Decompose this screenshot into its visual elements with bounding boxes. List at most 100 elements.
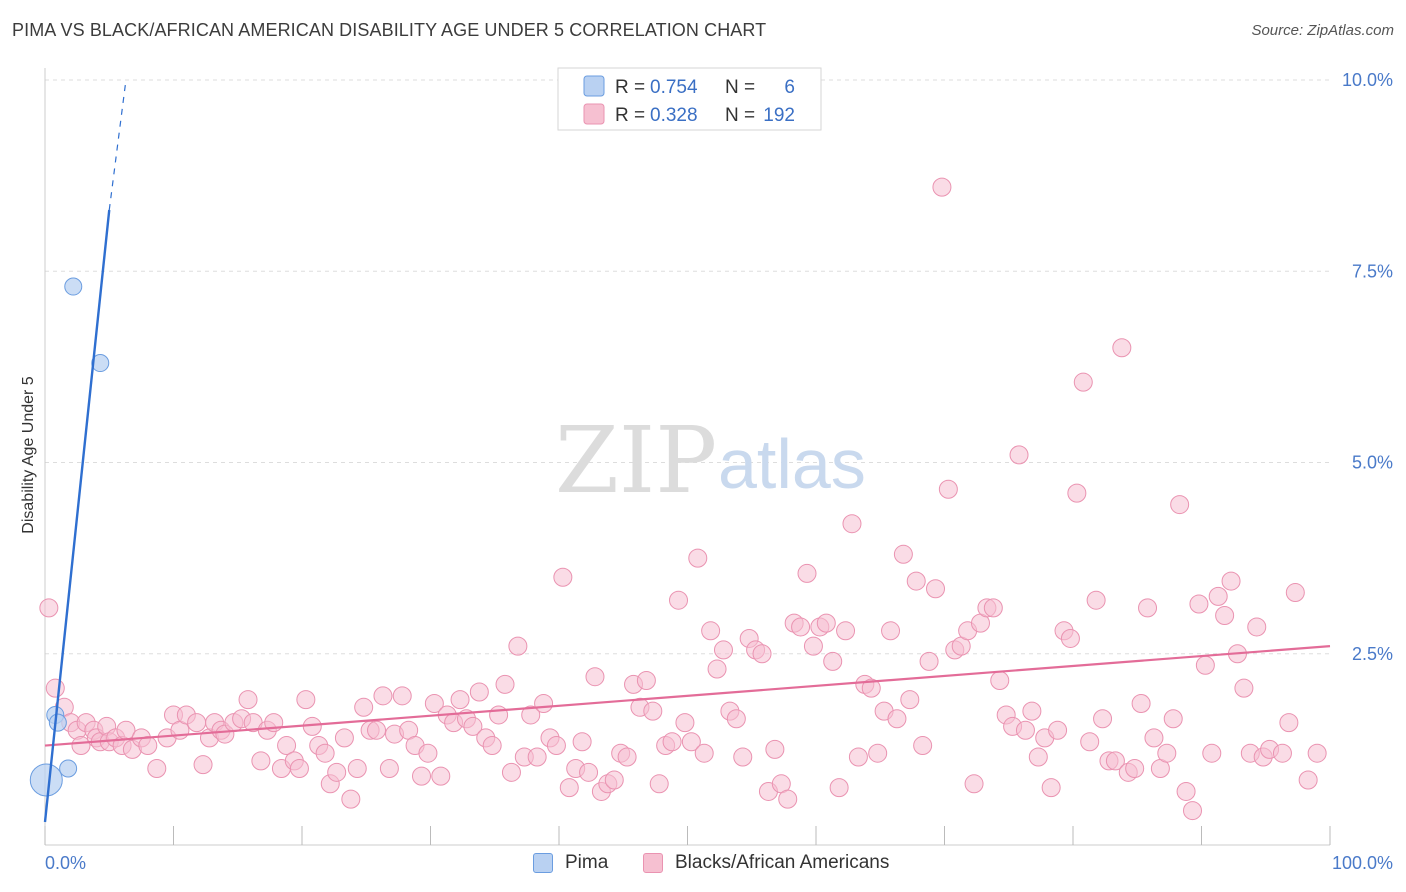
data-point-blacks xyxy=(726,709,746,729)
data-point-blacks xyxy=(836,621,856,641)
x-tick-label-min: 0.0% xyxy=(45,853,86,873)
data-point-blacks xyxy=(1144,728,1164,748)
data-point-blacks xyxy=(842,514,862,534)
data-point-blacks xyxy=(662,732,682,752)
data-point-blacks xyxy=(521,705,541,725)
data-point-blacks xyxy=(1105,751,1125,771)
data-point-blacks xyxy=(39,598,59,618)
data-point-blacks xyxy=(469,682,489,702)
data-point-blacks xyxy=(1163,709,1183,729)
data-point-blacks xyxy=(71,736,91,756)
data-point-blacks xyxy=(367,720,387,740)
data-point-blacks xyxy=(778,789,798,809)
legend-r-value-pima: 0.754 xyxy=(650,77,698,98)
data-point-blacks xyxy=(1215,606,1235,625)
trend-line-pima xyxy=(43,209,111,823)
legend-swatch-pima xyxy=(583,75,605,97)
data-point-blacks xyxy=(354,697,374,717)
data-point-blacks xyxy=(1086,590,1106,610)
data-point-blacks xyxy=(193,755,213,775)
watermark-atlas: atlas xyxy=(718,425,866,503)
data-point-blacks xyxy=(1234,678,1254,698)
data-point-pima xyxy=(64,277,83,296)
data-point-blacks xyxy=(681,732,701,752)
data-point-blacks xyxy=(932,177,952,197)
grid-lines xyxy=(45,79,1330,655)
data-point-blacks xyxy=(906,571,926,591)
data-point-blacks xyxy=(277,736,297,756)
data-point-blacks xyxy=(1298,770,1318,790)
data-point-blacks xyxy=(1112,338,1132,358)
legend-swatch-pima-bottom xyxy=(533,853,553,873)
data-point-blacks xyxy=(797,563,817,583)
legend-r-value-blacks: 0.328 xyxy=(650,105,698,126)
legend-r-label-blacks: R = xyxy=(615,105,645,126)
legend-swatch-blacks xyxy=(583,103,605,125)
watermark: ZIP atlas xyxy=(555,407,866,514)
watermark-zip: ZIP xyxy=(555,407,717,514)
data-point-blacks xyxy=(887,709,907,729)
data-point-blacks xyxy=(848,747,868,767)
data-point-pima xyxy=(29,763,63,797)
data-point-pima xyxy=(48,713,67,732)
data-point-blacks xyxy=(495,674,515,694)
data-point-pima xyxy=(59,759,78,778)
data-point-blacks xyxy=(373,686,393,706)
legend-n-value-blacks: 192 xyxy=(763,105,795,126)
data-point-blacks xyxy=(418,743,438,763)
data-point-blacks xyxy=(1060,628,1080,648)
data-point-blacks xyxy=(1176,781,1196,801)
trend-line-blacks xyxy=(44,645,1331,747)
data-point-blacks xyxy=(791,617,811,637)
data-point-blacks xyxy=(636,671,656,691)
data-point-blacks xyxy=(900,690,920,710)
data-point-blacks xyxy=(327,762,347,782)
data-point-blacks xyxy=(508,636,528,656)
data-point-blacks xyxy=(1189,594,1209,614)
trend-line-pima-extension xyxy=(108,79,127,211)
data-point-blacks xyxy=(1170,495,1190,515)
data-point-blacks xyxy=(861,678,881,698)
data-point-blacks xyxy=(334,728,354,748)
data-point-blacks xyxy=(1307,743,1327,763)
data-point-blacks xyxy=(688,548,708,568)
data-point-blacks xyxy=(1208,586,1228,606)
data-point-blacks xyxy=(964,774,984,794)
data-point-blacks xyxy=(816,613,836,633)
data-point-blacks xyxy=(431,766,451,786)
data-point-blacks xyxy=(489,705,509,725)
data-point-blacks xyxy=(1015,720,1035,740)
data-point-blacks xyxy=(803,636,823,656)
data-point-blacks xyxy=(1073,372,1093,392)
data-point-blacks xyxy=(707,659,727,679)
data-point-blacks xyxy=(1202,743,1222,763)
data-point-blacks xyxy=(643,701,663,721)
data-point-blacks xyxy=(553,567,573,587)
legend-n-label-pima: N = xyxy=(725,77,755,98)
y-tick-label: 5.0% xyxy=(1352,453,1393,473)
data-point-blacks xyxy=(1028,747,1048,767)
data-point-blacks xyxy=(1195,655,1215,675)
data-point-blacks xyxy=(1272,743,1292,763)
data-point-blacks xyxy=(765,739,785,759)
data-point-blacks xyxy=(713,640,733,660)
data-point-blacks xyxy=(1157,743,1177,763)
data-point-blacks xyxy=(463,716,483,736)
legend-swatch-blacks-bottom xyxy=(643,853,663,873)
data-point-blacks xyxy=(341,789,361,809)
data-point-pima xyxy=(91,354,110,373)
x-tick-labels: 0.0% 100.0% xyxy=(45,853,1393,873)
data-point-blacks xyxy=(392,686,412,706)
y-axis-label: Disability Age Under 5 xyxy=(20,376,37,534)
data-point-blacks xyxy=(572,732,592,752)
data-point-blacks xyxy=(450,690,470,710)
chart-title: PIMA VS BLACK/AFRICAN AMERICAN DISABILIT… xyxy=(12,20,767,40)
data-point-blacks xyxy=(296,690,316,710)
data-point-blacks xyxy=(238,690,258,710)
data-point-blacks xyxy=(893,544,913,564)
data-point-blacks xyxy=(289,759,309,778)
legend-item-blacks: Blacks/African Americans xyxy=(643,852,889,874)
data-point-blacks xyxy=(983,598,1003,618)
data-point-blacks xyxy=(1138,598,1158,618)
data-point-blacks xyxy=(1285,583,1305,603)
